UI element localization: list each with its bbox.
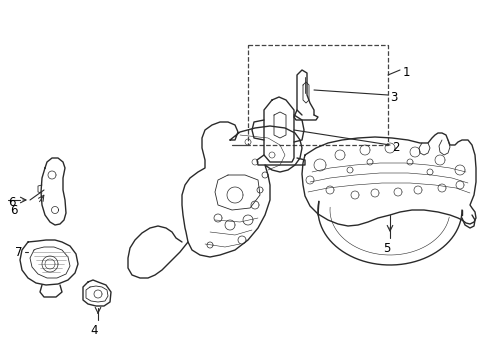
Text: 5: 5 — [383, 242, 391, 255]
Text: 2: 2 — [392, 140, 399, 153]
Text: 6: 6 — [10, 203, 18, 216]
Text: 4: 4 — [90, 324, 98, 337]
Text: 6: 6 — [8, 195, 16, 208]
Text: 7: 7 — [15, 246, 23, 258]
Text: 3: 3 — [390, 90, 397, 104]
Bar — [248, 45, 388, 145]
Text: 1: 1 — [403, 66, 411, 78]
